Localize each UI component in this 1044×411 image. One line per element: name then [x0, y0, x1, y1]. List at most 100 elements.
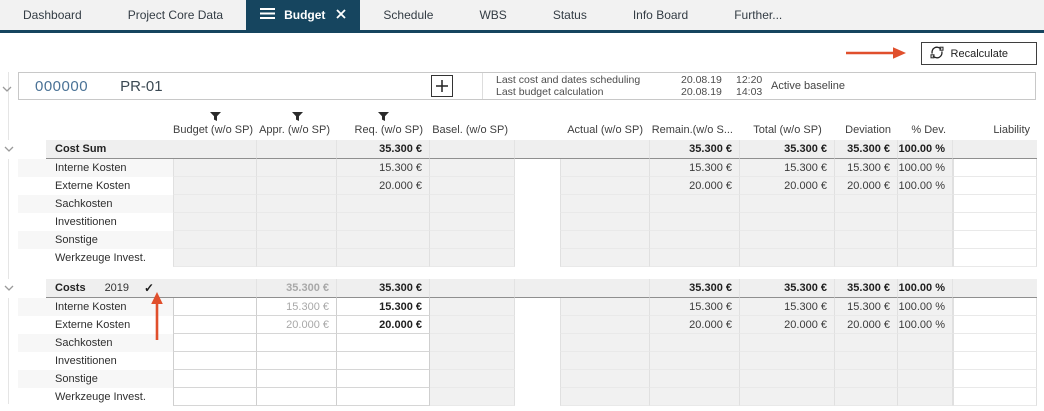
tab-project-core-data[interactable]: Project Core Data — [127, 8, 224, 22]
tab-budget[interactable]: Budget — [246, 0, 361, 30]
approved-check-icon[interactable]: ✓ — [144, 281, 155, 295]
tab-info-board[interactable]: Info Board — [632, 8, 689, 22]
cell-budget[interactable] — [173, 352, 257, 370]
cell-liability[interactable] — [953, 352, 1037, 370]
cell-remain — [650, 334, 740, 352]
table-row: Werkzeuge Invest. — [0, 249, 1037, 267]
row-label: Sonstige — [46, 231, 173, 249]
col-header-budget[interactable]: Budget (w/o SP) — [173, 124, 254, 136]
close-tab-icon[interactable] — [336, 8, 347, 22]
project-code: PR-01 — [120, 77, 163, 95]
cell-pdev — [898, 370, 953, 388]
table-row: Sonstige — [0, 231, 1037, 249]
cell-remain — [650, 213, 740, 231]
cell-deviation: 15.300 € — [835, 159, 898, 177]
cell-appr[interactable]: 20.000 € — [257, 316, 337, 334]
filter-icon[interactable] — [257, 106, 337, 122]
cell-basel — [430, 279, 515, 298]
cell-liability[interactable] — [953, 388, 1037, 406]
col-header-pdev[interactable]: % Dev. — [911, 124, 946, 136]
col-header-appr[interactable]: Appr. (w/o SP) — [259, 124, 330, 136]
cell-pdev: 100.00 % — [898, 177, 953, 195]
tab-wbs[interactable]: WBS — [479, 8, 507, 22]
cell-actual — [560, 159, 650, 177]
cell-deviation — [835, 249, 898, 267]
project-collapse-chevron-icon[interactable] — [2, 80, 12, 98]
cell-req — [337, 249, 430, 267]
cell-pdev — [898, 195, 953, 213]
section-header-costs-2019: Costs 2019 ✓ 35.300 € 35.300 € 35.300 € … — [0, 279, 1037, 298]
cell-req[interactable] — [337, 352, 430, 370]
row-label: Sachkosten — [46, 195, 173, 213]
recalculate-icon — [929, 45, 945, 63]
section-collapse-chevron-icon[interactable] — [0, 279, 18, 298]
col-header-req[interactable]: Req. (w/o SP) — [354, 124, 423, 136]
cell-deviation — [835, 352, 898, 370]
col-header-deviation[interactable]: Deviation — [845, 124, 891, 136]
cell-liability[interactable] — [953, 213, 1037, 231]
table-row: Investitionen — [0, 213, 1037, 231]
cell-remain: 20.000 € — [650, 316, 740, 334]
filter-icon[interactable] — [173, 106, 257, 122]
section-collapse-chevron-icon[interactable] — [0, 140, 18, 159]
cell-actual — [560, 213, 650, 231]
col-header-total[interactable]: Total (w/o SP) — [753, 124, 822, 136]
cell-liability[interactable] — [953, 159, 1037, 177]
col-header-basel[interactable]: Basel. (w/o SP) — [432, 124, 508, 136]
last-scheduling-date: 20.08.19 — [681, 74, 722, 86]
cell-deviation: 15.300 € — [835, 298, 898, 316]
cell-pdev — [898, 213, 953, 231]
cell-remain: 35.300 € — [650, 140, 740, 159]
cell-appr[interactable] — [257, 334, 337, 352]
add-button[interactable] — [431, 75, 453, 97]
cell-req[interactable]: 15.300 € — [337, 298, 430, 316]
filter-icon[interactable] — [337, 106, 430, 122]
cell-req — [337, 213, 430, 231]
col-header-liability[interactable]: Liability — [993, 124, 1030, 136]
cell-actual — [560, 370, 650, 388]
cell-budget[interactable] — [173, 316, 257, 334]
tab-schedule[interactable]: Schedule — [383, 8, 434, 22]
cell-liability[interactable] — [953, 249, 1037, 267]
panel-edge — [8, 72, 9, 404]
col-header-actual[interactable]: Actual (w/o SP) — [567, 124, 643, 136]
cell-budget — [173, 195, 257, 213]
divider — [482, 73, 483, 99]
cell-basel — [430, 195, 515, 213]
hamburger-menu-icon[interactable] — [260, 8, 276, 22]
cell-req[interactable] — [337, 334, 430, 352]
cell-budget[interactable] — [173, 370, 257, 388]
tab-further[interactable]: Further... — [734, 8, 783, 22]
cell-appr — [257, 249, 337, 267]
cell-req[interactable] — [337, 388, 430, 406]
cell-appr[interactable] — [257, 388, 337, 406]
row-label: Investitionen — [55, 355, 117, 367]
tab-budget-label: Budget — [284, 8, 326, 22]
cell-appr[interactable] — [257, 352, 337, 370]
last-budget-date: 20.08.19 — [681, 86, 722, 98]
cell-liability[interactable] — [953, 334, 1037, 352]
tab-status[interactable]: Status — [552, 8, 587, 22]
cell-liability[interactable] — [953, 231, 1037, 249]
cell-liability[interactable] — [953, 195, 1037, 213]
cell-liability[interactable] — [953, 370, 1037, 388]
annotation-arrow-check — [151, 292, 163, 340]
cell-req[interactable]: 20.000 € — [337, 316, 430, 334]
cell-appr[interactable]: 15.300 € — [257, 298, 337, 316]
cell-pdev — [898, 388, 953, 406]
tab-dashboard[interactable]: Dashboard — [23, 8, 82, 22]
cell-budget[interactable] — [173, 388, 257, 406]
cell-appr[interactable] — [257, 370, 337, 388]
col-header-remain[interactable]: Remain.(w/o S... — [651, 124, 733, 136]
table-row: Sachkosten — [0, 334, 1037, 352]
cell-liability[interactable] — [953, 298, 1037, 316]
cell-budget — [173, 159, 257, 177]
cell-liability[interactable] — [953, 177, 1037, 195]
recalculate-button[interactable]: Recalculate — [920, 42, 1037, 65]
last-budget-label: Last budget calculation — [496, 86, 604, 98]
cell-budget[interactable] — [173, 334, 257, 352]
cell-liability[interactable] — [953, 316, 1037, 334]
cell-req[interactable] — [337, 370, 430, 388]
cell-budget[interactable] — [173, 298, 257, 316]
